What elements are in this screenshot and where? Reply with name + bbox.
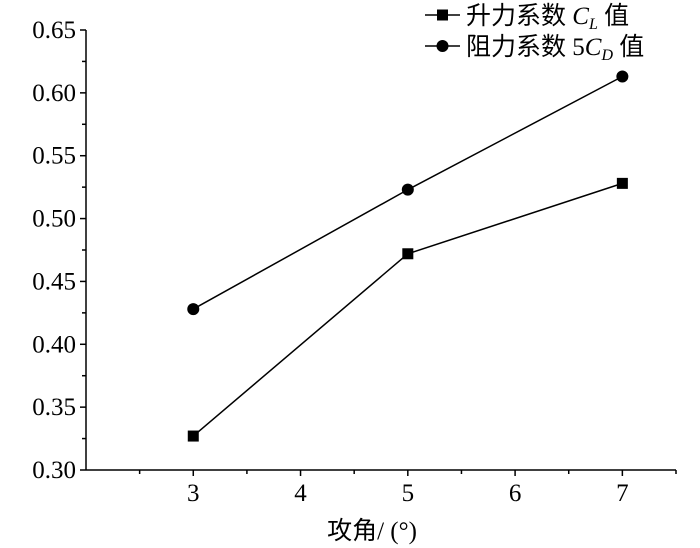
data-point-drag — [187, 303, 200, 316]
data-point-lift — [402, 248, 414, 260]
data-point-lift — [616, 177, 628, 189]
legend-label-lift: 升力系数 CL 值 — [466, 2, 629, 33]
x-tick-label: 4 — [294, 480, 307, 507]
legend-marker-drag — [436, 40, 449, 52]
y-tick-label: 0.50 — [32, 206, 76, 233]
data-point-drag — [401, 183, 414, 196]
x-tick-label: 5 — [402, 480, 415, 507]
x-axis-title: 攻角/ (°) — [327, 517, 417, 545]
x-tick-label: 3 — [187, 480, 200, 507]
legend-marker-lift — [437, 9, 448, 21]
y-tick-label: 0.30 — [32, 457, 76, 484]
legend-label-drag: 阻力系数 5CD 值 — [466, 33, 644, 64]
series-group — [187, 70, 629, 442]
x-tick-label: 7 — [616, 480, 629, 507]
tick-group: 0.30 0.35 0.40 0.45 0.50 0.55 0.60 0.65 3 4 5 6 7 — [32, 17, 677, 507]
data-point-drag — [616, 70, 629, 83]
y-tick-label: 0.55 — [32, 143, 76, 170]
series-line-lift — [192, 182, 623, 437]
y-tick-label: 0.45 — [32, 268, 76, 295]
y-tick-label: 0.65 — [32, 17, 76, 44]
y-tick-label: 0.60 — [32, 80, 76, 107]
axes — [85, 30, 676, 471]
y-tick-label: 0.40 — [32, 331, 76, 358]
data-point-lift — [187, 430, 199, 442]
x-tick-label: 6 — [509, 480, 522, 507]
y-tick-label: 0.35 — [32, 394, 76, 421]
